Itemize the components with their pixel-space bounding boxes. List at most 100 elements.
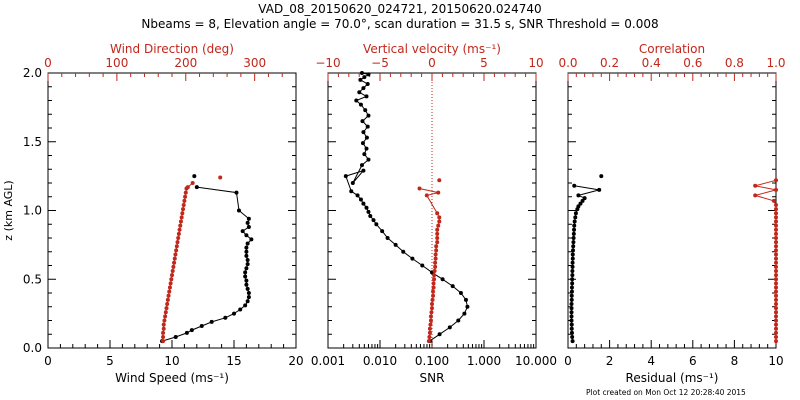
wind-profile-panel-series-0-point	[236, 208, 241, 213]
wind-profile-panel-series-1-point	[178, 223, 183, 228]
correlation-residual-panel-series-1-point	[774, 211, 778, 216]
vertical-velocity-snr-panel-series-1-point	[430, 306, 434, 311]
x-tick-label: 2	[606, 354, 614, 368]
vertical-velocity-snr-panel-series-1-point	[426, 339, 431, 344]
vertical-velocity-snr-panel-series-1-point	[417, 186, 422, 191]
correlation-residual-panel-series-0-point	[569, 310, 574, 315]
wind-profile-panel-series-1-point	[162, 318, 167, 323]
wind-profile-panel-series-1-point	[181, 203, 186, 207]
vertical-velocity-snr-panel-series-0-point	[440, 277, 445, 282]
vertical-velocity-snr-panel-series-1-point	[430, 302, 434, 306]
correlation-residual-panel-series-1-point	[774, 231, 778, 236]
vertical-velocity-snr-panel-series-1-point	[435, 236, 440, 240]
wind-profile-panel-series-1-point	[172, 256, 177, 261]
y-tick-label: 2.0	[23, 66, 42, 80]
wind-profile-panel-series-0-point	[240, 229, 245, 234]
wind-profile-panel-series-1-point	[165, 302, 170, 306]
x-axis-label: SNR	[420, 371, 445, 385]
top-x-tick-label: −10	[315, 56, 340, 70]
correlation-residual-panel-series-0-point	[597, 187, 602, 192]
wind-profile-panel-series-0-point	[246, 295, 251, 300]
wind-profile-panel-series-1-point	[169, 277, 174, 282]
top-x-axis-label: Vertical velocity (ms⁻¹)	[363, 42, 501, 56]
vertical-velocity-snr-panel-series-0-point	[420, 263, 425, 268]
vertical-velocity-snr-panel-series-1-point	[427, 326, 432, 331]
vertical-velocity-snr-panel-series-0-point	[366, 72, 371, 77]
vertical-velocity-snr-panel-series-1-point	[432, 273, 437, 278]
correlation-residual-panel-series-1-point	[774, 240, 778, 245]
x-tick-label: 1.000	[467, 354, 501, 368]
correlation-residual-panel-series-0-point	[570, 339, 575, 344]
correlation-residual-panel-series-1-point	[774, 215, 778, 220]
top-x-tick-label: 1.0	[766, 56, 785, 70]
x-tick-label: 5	[106, 354, 114, 368]
vertical-velocity-snr-panel-series-0-line	[345, 72, 468, 342]
vertical-velocity-snr-panel-series-1-point	[435, 227, 440, 232]
correlation-residual-panel-series-0-point	[573, 215, 578, 220]
correlation-residual-panel-series-0-point	[570, 248, 575, 253]
wind-profile-panel-series-1-point	[183, 194, 188, 199]
correlation-residual-panel-series-1-line	[753, 179, 777, 342]
correlation-residual-panel-series-0-point	[569, 318, 574, 323]
y-tick-label: 0.0	[23, 341, 42, 355]
wind-profile-panel-series-0-point	[194, 185, 199, 190]
x-tick-label: 20	[288, 354, 303, 368]
correlation-residual-panel-series-0-point	[580, 198, 585, 203]
vertical-velocity-snr-panel-series-0-point	[385, 236, 390, 240]
vertical-velocity-snr-panel-series-1-point	[428, 318, 433, 323]
correlation-residual-panel-series-1-point	[774, 207, 778, 212]
x-tick-label: 0.100	[415, 354, 449, 368]
vertical-velocity-snr-panel-series-0-point	[360, 141, 365, 146]
vertical-velocity-snr-panel-series-0-point	[447, 325, 452, 330]
vertical-velocity-snr-panel-series-0-point	[354, 98, 359, 103]
correlation-residual-panel-series-1-point	[774, 306, 778, 311]
correlation-residual-panel-series-0-point	[571, 240, 576, 245]
vertical-velocity-snr-panel-series-0-point	[366, 113, 371, 118]
correlation-residual-panel-series-0-point	[571, 231, 576, 236]
x-tick-label: 0.001	[311, 354, 345, 368]
vertical-velocity-snr-panel-series-0-point	[410, 256, 415, 261]
x-tick-label: 15	[226, 354, 241, 368]
vertical-velocity-snr-panel-series-0-point	[362, 152, 367, 157]
vertical-velocity-snr-panel-series-1-point	[424, 193, 429, 198]
top-x-axis-label: Correlation	[639, 42, 705, 56]
wind-profile-panel-series-0-point	[244, 233, 249, 238]
wind-profile-panel-series-0-point	[189, 328, 194, 333]
top-x-tick-label: 0.0	[558, 56, 577, 70]
wind-profile-panel-series-1-point	[175, 240, 180, 245]
correlation-residual-panel-frame	[567, 72, 777, 349]
wind-profile-panel-series-1-point	[163, 310, 168, 315]
vertical-velocity-snr-panel-series-1-point	[433, 256, 438, 261]
wind-profile-panel-series-0-point	[245, 299, 250, 304]
correlation-residual-panel-series-1-point	[774, 281, 778, 286]
correlation-residual-panel-series-1-point	[753, 193, 758, 198]
wind-profile-panel-series-1-point	[167, 289, 172, 294]
vertical-velocity-snr-panel-series-0-point	[358, 77, 363, 82]
correlation-residual-panel-series-0-point	[569, 306, 574, 311]
x-tick-label: 4	[647, 354, 655, 368]
vertical-velocity-snr-panel-series-1-point	[433, 264, 438, 269]
vertical-velocity-snr-panel-series-1-point	[427, 330, 432, 335]
correlation-residual-panel-series-0-point	[570, 335, 575, 339]
correlation-residual-panel-series-1-point	[774, 277, 778, 282]
vertical-velocity-snr-panel-series-1-point	[433, 252, 438, 257]
chart-subtitle: Nbeams = 8, Elevation angle = 70.0°, sca…	[141, 17, 659, 31]
wind-profile-panel-series-1-point	[170, 273, 174, 278]
y-axis-label: z (km AGL)	[2, 180, 15, 240]
vertical-velocity-snr-panel-series-1-point	[428, 322, 433, 327]
x-tick-label: 0.010	[363, 354, 397, 368]
top-x-tick-label: −5	[371, 56, 389, 70]
correlation-residual-panel-series-0-point	[578, 201, 583, 206]
correlation-residual-panel-series-0-point	[569, 322, 574, 327]
vertical-velocity-snr-panel-series-1-point	[434, 248, 439, 253]
wind-profile-panel-series-0-point	[249, 237, 254, 242]
top-x-tick-label: 0.6	[683, 56, 702, 70]
vertical-velocity-snr-panel-series-1-point	[431, 285, 436, 290]
wind-profile-panel-series-1-point	[172, 260, 177, 265]
wind-profile-panel-series-1-point	[183, 190, 188, 195]
vertical-velocity-snr-panel-series-1-point	[432, 277, 437, 282]
x-tick-label: 8	[731, 354, 739, 368]
correlation-residual-panel-series-1-point	[774, 314, 778, 319]
vertical-velocity-snr-panel-series-1-point	[436, 223, 441, 228]
vertical-velocity-snr-panel-series-0-point	[364, 135, 369, 140]
